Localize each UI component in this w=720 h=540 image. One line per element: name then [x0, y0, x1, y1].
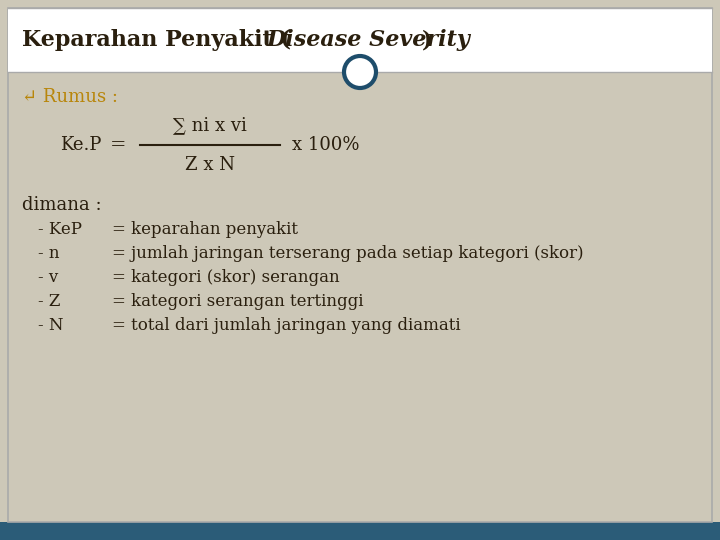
Text: = keparahan penyakit: = keparahan penyakit: [112, 221, 298, 239]
Text: Keparahan Penyakit (: Keparahan Penyakit (: [22, 29, 291, 51]
FancyBboxPatch shape: [8, 8, 712, 522]
Text: = kategori serangan tertinggi: = kategori serangan tertinggi: [112, 294, 364, 310]
Text: dimana :: dimana :: [22, 196, 102, 214]
Text: ): ): [422, 29, 433, 51]
Text: ↵ Rumus :: ↵ Rumus :: [22, 88, 118, 106]
Text: = jumlah jaringan terserang pada setiap kategori (skor): = jumlah jaringan terserang pada setiap …: [112, 246, 584, 262]
Circle shape: [344, 56, 376, 88]
Text: - n: - n: [38, 246, 60, 262]
Text: - Z: - Z: [38, 294, 60, 310]
Text: - N: - N: [38, 318, 63, 334]
Text: ∑ ni x vi: ∑ ni x vi: [173, 116, 247, 134]
Text: x 100%: x 100%: [292, 136, 359, 154]
Text: Ke.P: Ke.P: [60, 136, 102, 154]
FancyBboxPatch shape: [0, 522, 720, 540]
FancyBboxPatch shape: [8, 8, 712, 72]
Text: - KeP: - KeP: [38, 221, 82, 239]
Text: - v: - v: [38, 269, 58, 287]
Text: Disease Severity: Disease Severity: [267, 29, 471, 51]
Text: = total dari jumlah jaringan yang diamati: = total dari jumlah jaringan yang diamat…: [112, 318, 461, 334]
Text: = kategori (skor) serangan: = kategori (skor) serangan: [112, 269, 340, 287]
Text: Z x N: Z x N: [185, 156, 235, 174]
Text: =: =: [110, 136, 127, 154]
